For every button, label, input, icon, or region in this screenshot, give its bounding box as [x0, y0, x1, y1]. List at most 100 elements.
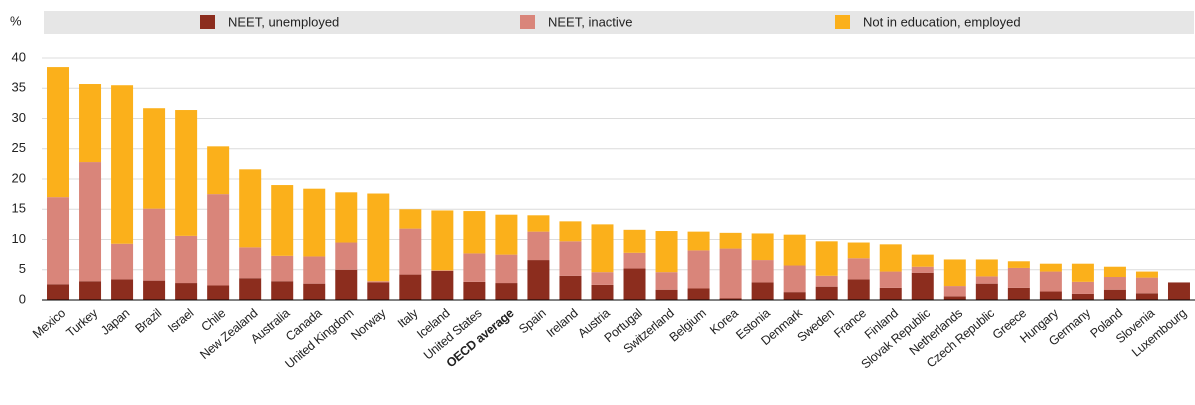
bar-segment	[47, 284, 70, 300]
y-unit: %	[10, 13, 22, 28]
y-tick-label: 25	[12, 140, 26, 155]
bar-segment	[175, 283, 198, 300]
bar-segment	[207, 146, 230, 195]
y-tick-label: 30	[12, 110, 26, 125]
bar-segment	[271, 255, 294, 282]
bar-segment	[143, 208, 166, 281]
bar-segment	[431, 270, 454, 300]
bar-segment	[591, 272, 614, 285]
bar-segment	[111, 85, 134, 244]
bar-segment	[751, 233, 774, 261]
bar-segment	[1039, 271, 1062, 292]
bar-segment	[687, 231, 710, 251]
legend-label: NEET, inactive	[548, 14, 633, 29]
bar-segment	[527, 215, 550, 232]
x-tick-label: Sweden	[795, 306, 837, 345]
bar-segment	[431, 270, 454, 271]
x-tick-label: Japan	[98, 306, 132, 338]
bar-segment	[719, 298, 742, 300]
bar-segment	[847, 258, 870, 280]
bar-segment	[1103, 277, 1126, 290]
bar-segment	[783, 292, 806, 300]
bar-segment	[623, 252, 646, 269]
bar-segment	[655, 289, 678, 300]
bar-segment	[879, 287, 902, 300]
bar-segment	[1007, 267, 1030, 288]
bar-segment	[495, 283, 518, 300]
bar-segment	[687, 250, 710, 289]
y-tick-label: 40	[12, 49, 26, 64]
bar-segment	[1007, 261, 1030, 268]
bar-segment	[975, 283, 998, 300]
bar-segment	[271, 185, 294, 256]
bar-segment	[303, 256, 326, 284]
bar-segment	[847, 242, 870, 259]
legend-band	[44, 11, 1194, 34]
x-tick-label: Spain	[516, 306, 549, 337]
bar-segment	[463, 253, 486, 282]
bar-segment	[335, 192, 358, 243]
bar-segment	[79, 162, 102, 282]
bar-segment	[271, 281, 294, 300]
bar-segment	[207, 285, 230, 300]
bar-segment	[975, 276, 998, 284]
bar-segment	[399, 209, 422, 229]
bar-segment	[879, 271, 902, 288]
bar-segment	[559, 275, 582, 300]
bar-segment	[335, 269, 358, 300]
bar-segment	[1103, 289, 1126, 300]
bar-segment	[207, 194, 230, 286]
legend-swatch	[200, 15, 215, 29]
bar-segment	[1071, 293, 1094, 300]
bar-segment	[1135, 271, 1158, 278]
bar-segment	[591, 224, 614, 273]
bar-segment	[463, 281, 486, 300]
bar-segment	[815, 241, 838, 276]
bar-segment	[719, 248, 742, 299]
bar-segment	[815, 275, 838, 287]
bar-segment	[143, 280, 166, 300]
bar-segment	[623, 229, 646, 253]
y-tick-label: 0	[19, 291, 26, 306]
x-tick-label: Ireland	[544, 306, 581, 340]
bar-segment	[943, 259, 966, 287]
bar-segment	[495, 254, 518, 284]
bar-segment	[239, 278, 262, 300]
bar-segment	[751, 282, 774, 300]
legend-label: Not in education, employed	[863, 14, 1021, 29]
bar-segment	[911, 266, 934, 273]
bar-segment	[527, 231, 550, 261]
legend-swatch	[835, 15, 850, 29]
y-tick-label: 10	[12, 231, 26, 246]
bar-segment	[975, 259, 998, 277]
bar-segment	[943, 286, 966, 297]
y-tick-label: 5	[19, 261, 26, 276]
bar-segment	[175, 235, 198, 284]
bar-segment	[367, 282, 390, 300]
bar-segment	[335, 242, 358, 270]
bar-segment	[399, 228, 422, 275]
bar-segment	[1007, 287, 1030, 300]
x-tick-label: Belgium	[667, 306, 709, 344]
x-tick-label: Brazil	[133, 306, 165, 336]
x-tick-label: Mexico	[30, 306, 68, 341]
bar-segment	[495, 214, 518, 255]
bar-segment	[623, 268, 646, 300]
bar-segment	[1167, 282, 1190, 300]
bar-segment	[1135, 293, 1158, 300]
y-tick-label: 15	[12, 201, 26, 216]
bar-segment	[431, 210, 454, 271]
bar-segment	[47, 197, 70, 285]
bar-segment	[463, 211, 486, 254]
bar-segment	[111, 279, 134, 300]
y-tick-label: 20	[12, 170, 26, 185]
bar-segment	[1039, 291, 1062, 300]
bar-segment	[47, 67, 70, 198]
bar-segment	[79, 281, 102, 300]
bar-segment	[847, 279, 870, 300]
x-tick-label: France	[831, 306, 869, 341]
bar-segment	[303, 188, 326, 257]
legend-label: NEET, unemployed	[228, 14, 339, 29]
bar-segment	[367, 281, 390, 283]
bar-segment	[1135, 277, 1158, 294]
